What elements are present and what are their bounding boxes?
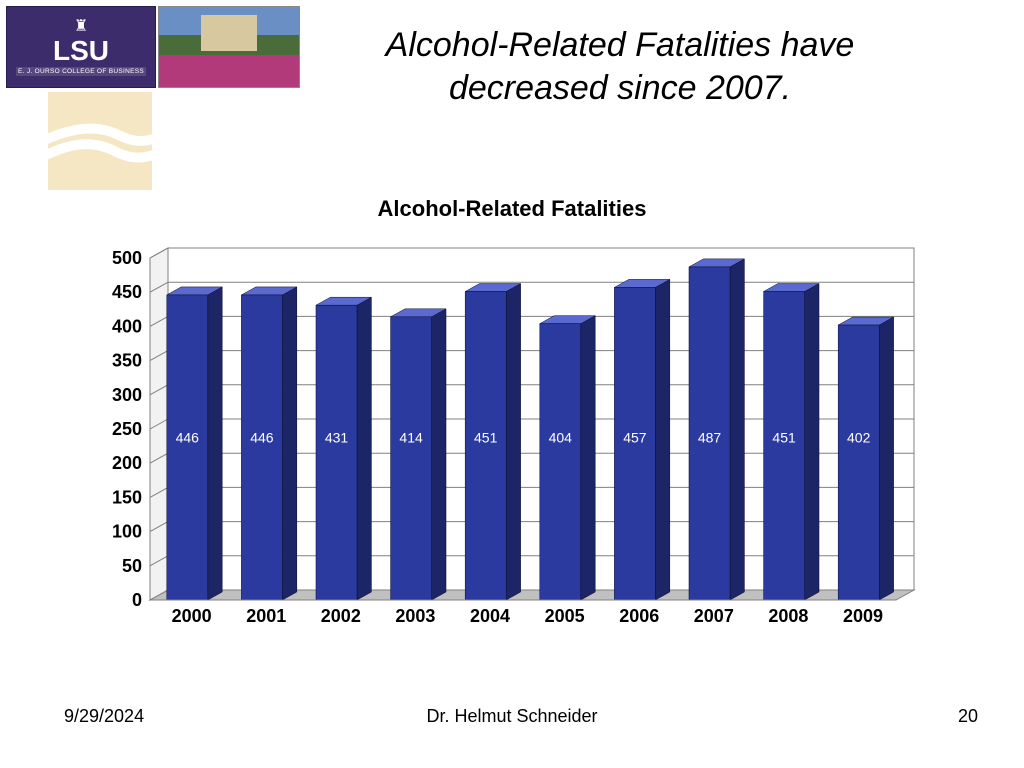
footer-author: Dr. Helmut Schneider	[0, 706, 1024, 727]
svg-text:300: 300	[112, 385, 142, 405]
svg-text:402: 402	[847, 430, 871, 446]
svg-text:2005: 2005	[545, 606, 585, 626]
svg-text:2008: 2008	[768, 606, 808, 626]
svg-text:2007: 2007	[694, 606, 734, 626]
lsu-subtext: E. J. OURSO COLLEGE OF BUSINESS	[16, 67, 146, 76]
lsu-text: LSU	[53, 37, 109, 65]
slide-title-line2: decreased since 2007.	[449, 69, 791, 107]
svg-text:457: 457	[623, 430, 647, 446]
svg-text:2001: 2001	[246, 606, 286, 626]
svg-text:431: 431	[325, 430, 349, 446]
svg-text:2003: 2003	[395, 606, 435, 626]
footer-page-number: 20	[958, 706, 978, 727]
slide-title-line1: Alcohol-Related Fatalities have	[386, 26, 855, 64]
chart-title: Alcohol-Related Fatalities	[0, 196, 1024, 222]
svg-text:400: 400	[112, 316, 142, 336]
svg-text:500: 500	[112, 248, 142, 268]
slide-title: Alcohol-Related Fatalities have decrease…	[300, 24, 940, 109]
svg-text:2000: 2000	[172, 606, 212, 626]
slide-footer: 9/29/2024 Dr. Helmut Schneider 20	[0, 706, 1024, 730]
svg-text:446: 446	[176, 430, 200, 446]
svg-text:2006: 2006	[619, 606, 659, 626]
svg-text:350: 350	[112, 351, 142, 371]
svg-text:451: 451	[772, 430, 796, 446]
svg-text:200: 200	[112, 453, 142, 473]
svg-text:446: 446	[250, 430, 274, 446]
svg-text:2009: 2009	[843, 606, 883, 626]
svg-text:0: 0	[132, 590, 142, 610]
swoosh-icon	[48, 112, 152, 171]
svg-text:100: 100	[112, 522, 142, 542]
svg-text:487: 487	[698, 430, 722, 446]
tower-icon: ♜	[74, 19, 88, 35]
chart-svg: 0 50 100 150 200 250 300 350 400 450 500 446 2000 446…	[92, 238, 924, 636]
svg-text:404: 404	[549, 430, 573, 446]
fatalities-bar-chart: 0 50 100 150 200 250 300 350 400 450 500 446 2000 446…	[92, 238, 924, 636]
secondary-logo	[48, 92, 152, 190]
svg-text:2004: 2004	[470, 606, 510, 626]
lsu-logo: ♜ LSU E. J. OURSO COLLEGE OF BUSINESS	[6, 6, 156, 88]
header-logos: ♜ LSU E. J. OURSO COLLEGE OF BUSINESS	[6, 6, 300, 88]
campus-photo	[158, 6, 300, 88]
svg-text:414: 414	[399, 430, 423, 446]
svg-text:451: 451	[474, 430, 498, 446]
svg-text:2002: 2002	[321, 606, 361, 626]
svg-text:50: 50	[122, 556, 142, 576]
svg-text:250: 250	[112, 419, 142, 439]
svg-text:150: 150	[112, 487, 142, 507]
svg-text:450: 450	[112, 282, 142, 302]
